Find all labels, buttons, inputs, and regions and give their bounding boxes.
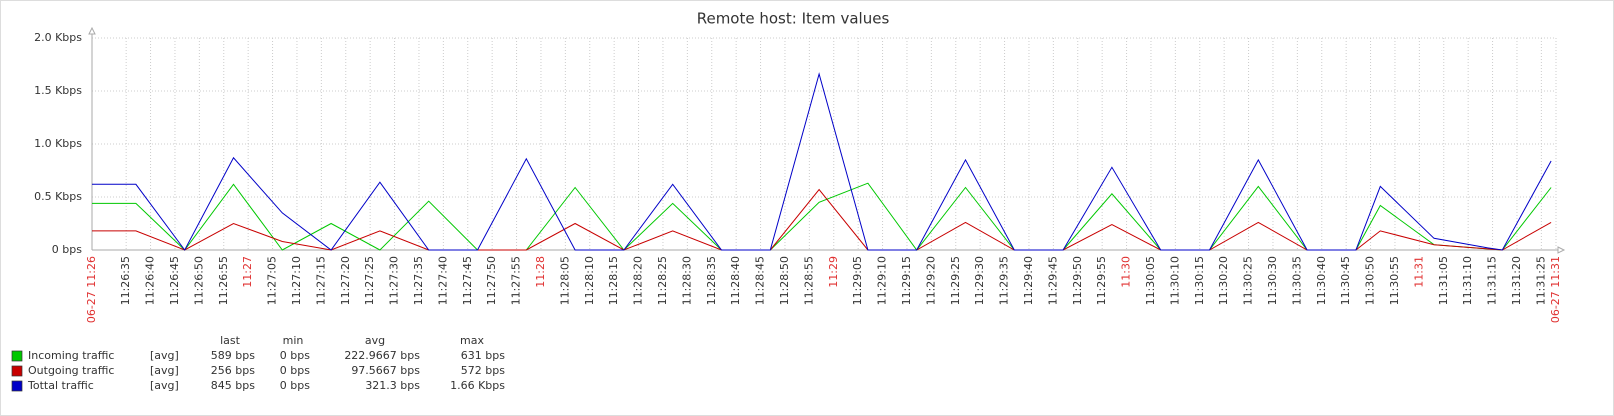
- legend-stat: 0 bps: [280, 349, 310, 362]
- x-tick-label: 11:27:45: [461, 256, 474, 305]
- legend-header: max: [460, 334, 484, 347]
- y-tick-label: 1.5 Kbps: [34, 84, 82, 97]
- x-tick-label: 11:28:35: [705, 256, 718, 305]
- x-tick-label: 11:30:20: [1217, 256, 1230, 305]
- x-tick-label: 11:26:45: [168, 256, 181, 305]
- x-tick-label: 11:30:15: [1193, 256, 1206, 305]
- legend-stat: 321.3 bps: [365, 379, 420, 392]
- x-tick-label: 11:28: [534, 256, 547, 288]
- x-tick-label: 11:27:05: [266, 256, 279, 305]
- x-tick-label: 11:30: [1120, 256, 1133, 288]
- x-tick-label: 11:30:10: [1168, 256, 1181, 305]
- legend-func: [avg]: [150, 349, 179, 362]
- legend-func: [avg]: [150, 364, 179, 377]
- x-tick-label: 11:26:35: [119, 256, 132, 305]
- x-tick-label: 11:30:55: [1388, 256, 1401, 305]
- x-tick-label: 11:27:40: [436, 256, 449, 305]
- x-tick-label: 11:28:30: [680, 256, 693, 305]
- x-tick-label: 11:26:40: [144, 256, 157, 305]
- legend-stat: 845 bps: [211, 379, 255, 392]
- x-tick-label: 11:28:40: [729, 256, 742, 305]
- x-tick-label: 11:27:35: [412, 256, 425, 305]
- series-line: [92, 72, 1552, 251]
- x-tick-label: 11:31:15: [1486, 256, 1499, 305]
- x-tick-label: 11:28:15: [607, 256, 620, 305]
- x-tick-label: 11:29:40: [1022, 256, 1035, 305]
- chart-title: Remote host: Item values: [697, 10, 890, 28]
- x-tick-label: 11:30:50: [1364, 256, 1377, 305]
- legend-name: Tottal traffic: [27, 379, 94, 392]
- x-tick-label: 11:31: [1412, 256, 1425, 288]
- x-tick-label: 11:29:20: [924, 256, 937, 305]
- x-tick-label: 11:29:15: [900, 256, 913, 305]
- axis-arrow: [1557, 246, 1566, 254]
- x-tick-label: 06-27 11:26: [85, 256, 98, 323]
- legend-swatch: [11, 380, 23, 392]
- x-tick-label: 11:27:55: [510, 256, 523, 305]
- x-tick-label: 11:30:45: [1339, 256, 1352, 305]
- x-tick-label: 11:31:10: [1461, 256, 1474, 305]
- x-tick-label: 11:28:55: [802, 256, 815, 305]
- x-tick-label: 06-27 11:31: [1549, 256, 1562, 323]
- x-tick-label: 11:29:05: [851, 256, 864, 305]
- legend-stat: 0 bps: [280, 364, 310, 377]
- x-tick-label: 11:27: [241, 256, 254, 288]
- legend-stat: 256 bps: [211, 364, 255, 377]
- x-tick-label: 11:29:45: [1046, 256, 1059, 305]
- legend-header: last: [220, 334, 241, 347]
- x-tick-label: 11:30:35: [1290, 256, 1303, 305]
- legend-header: avg: [365, 334, 385, 347]
- axis-arrow: [88, 26, 96, 35]
- legend-swatch: [11, 365, 23, 377]
- series-group: [92, 72, 1552, 251]
- x-tick-label: 11:27:20: [339, 256, 352, 305]
- x-tick-label: 11:28:25: [656, 256, 669, 305]
- x-tick-label: 11:31:25: [1534, 256, 1547, 305]
- legend-stat: 589 bps: [211, 349, 255, 362]
- x-tick-label: 11:29:35: [998, 256, 1011, 305]
- x-tick-label: 11:27:15: [314, 256, 327, 305]
- x-tick-label: 11:27:30: [388, 256, 401, 305]
- x-tick-label: 11:31:05: [1437, 256, 1450, 305]
- y-tick-label: 2.0 Kbps: [34, 31, 82, 44]
- x-tick-label: 11:28:50: [778, 256, 791, 305]
- x-tick-label: 11:27:10: [290, 256, 303, 305]
- legend-stat: 222.9667 bps: [344, 349, 420, 362]
- legend-name: Incoming traffic: [28, 349, 114, 362]
- x-tick-label: 11:27:25: [363, 256, 376, 305]
- x-tick-label: 11:29:50: [1071, 256, 1084, 305]
- legend-header: min: [283, 334, 304, 347]
- x-tick-label: 11:30:30: [1266, 256, 1279, 305]
- x-tick-label: 11:29:30: [973, 256, 986, 305]
- x-tick-label: 11:28:05: [558, 256, 571, 305]
- legend-stat: 1.66 Kbps: [450, 379, 505, 392]
- legend-stat: 572 bps: [461, 364, 505, 377]
- x-tick-label: 11:28:10: [583, 256, 596, 305]
- x-tick-label: 11:29:55: [1095, 256, 1108, 305]
- x-tick-label: 11:28:20: [632, 256, 645, 305]
- legend-stat: 631 bps: [461, 349, 505, 362]
- legend-name: Outgoing traffic: [28, 364, 114, 377]
- x-tick-label: 11:27:50: [485, 256, 498, 305]
- x-tick-label: 11:29: [827, 256, 840, 288]
- x-tick-label: 11:29:25: [949, 256, 962, 305]
- x-tick-label: 11:31:20: [1510, 256, 1523, 305]
- legend-func: [avg]: [150, 379, 179, 392]
- x-tick-label: 11:30:05: [1144, 256, 1157, 305]
- y-tick-label: 0 bps: [52, 243, 82, 256]
- legend-stat: 0 bps: [280, 379, 310, 392]
- x-tick-label: 11:29:10: [876, 256, 889, 305]
- legend-stat: 97.5667 bps: [351, 364, 420, 377]
- x-tick-label: 11:26:50: [192, 256, 205, 305]
- legend-swatch: [11, 350, 23, 362]
- y-tick-label: 0.5 Kbps: [34, 190, 82, 203]
- x-tick-label: 11:26:55: [217, 256, 230, 305]
- x-tick-label: 11:28:45: [754, 256, 767, 305]
- y-tick-label: 1.0 Kbps: [34, 137, 82, 150]
- x-tick-label: 11:30:40: [1315, 256, 1328, 305]
- x-tick-label: 11:30:25: [1242, 256, 1255, 305]
